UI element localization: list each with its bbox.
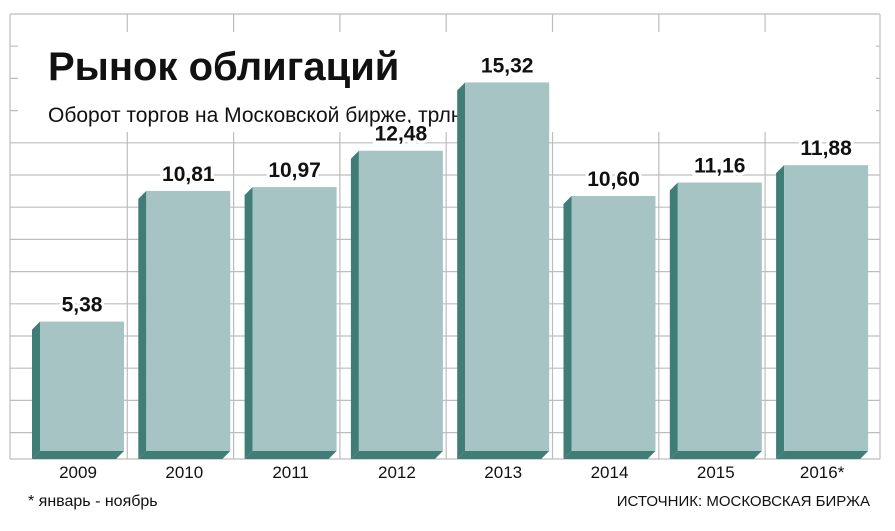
bar-side (563, 195, 572, 459)
value-label: 11,16 (694, 155, 745, 178)
bar-bottom (32, 451, 124, 459)
chart-title: Рынок облигаций (48, 45, 399, 89)
x-tick-label: 2015 (697, 463, 735, 482)
x-axis-labels: 2009 2010 2011 2012 2013 2014 2015 2016* (59, 463, 845, 482)
x-tick-label: 2009 (59, 463, 97, 482)
bar-bottom (138, 451, 231, 459)
x-tick-label: 2014 (591, 463, 629, 482)
bar-side (776, 165, 785, 459)
bar-bottom (669, 451, 762, 459)
bar (32, 321, 124, 459)
bar-face (358, 150, 443, 451)
x-tick-label: 2012 (378, 463, 416, 482)
bar (563, 195, 656, 459)
bar-face (784, 165, 869, 451)
bar-bottom (350, 451, 443, 459)
bar-bottom (563, 451, 656, 459)
bar-face (571, 195, 656, 451)
bar-face (465, 82, 550, 451)
bar-side (457, 82, 466, 459)
bar-side (244, 187, 253, 459)
bar-side (138, 190, 147, 459)
bar (244, 187, 337, 459)
x-tick-label: 2010 (165, 463, 203, 482)
bar-side (32, 321, 40, 459)
bar (669, 182, 762, 459)
bar-bottom (244, 451, 337, 459)
bar-face (252, 187, 337, 451)
value-label: 10,97 (268, 159, 321, 182)
bar (776, 165, 869, 459)
bar (457, 82, 550, 459)
bar (138, 190, 231, 459)
value-label: 5,38 (62, 294, 103, 317)
bar-face (40, 321, 124, 451)
bar-face (677, 182, 762, 451)
bar-side (669, 182, 678, 459)
chart-subtitle: Оборот торгов на Московской бирже, трлн … (48, 104, 508, 127)
x-tick-label: 2016* (800, 463, 845, 482)
value-label: 12,48 (375, 123, 428, 146)
source-note: ИСТОЧНИК: МОСКОВСКАЯ БИРЖА (617, 493, 870, 510)
value-label: 10,60 (587, 168, 640, 191)
bar-series (32, 82, 869, 459)
value-labels: 5,38 10,81 10,97 12,48 15,32 10,60 11,16 11,88 (59, 51, 856, 319)
bar-face (146, 190, 231, 451)
bar-side (350, 150, 359, 459)
x-tick-label: 2013 (484, 463, 522, 482)
bar-bottom (457, 451, 550, 459)
x-tick-label: 2011 (272, 463, 309, 482)
bar-bottom (776, 451, 869, 459)
bar (350, 150, 443, 459)
value-label: 15,32 (481, 54, 534, 77)
title-panel (18, 32, 876, 132)
footnote: * январь - ноябрь (28, 493, 158, 510)
value-label: 10,81 (162, 163, 215, 186)
value-label: 11,88 (800, 137, 852, 160)
